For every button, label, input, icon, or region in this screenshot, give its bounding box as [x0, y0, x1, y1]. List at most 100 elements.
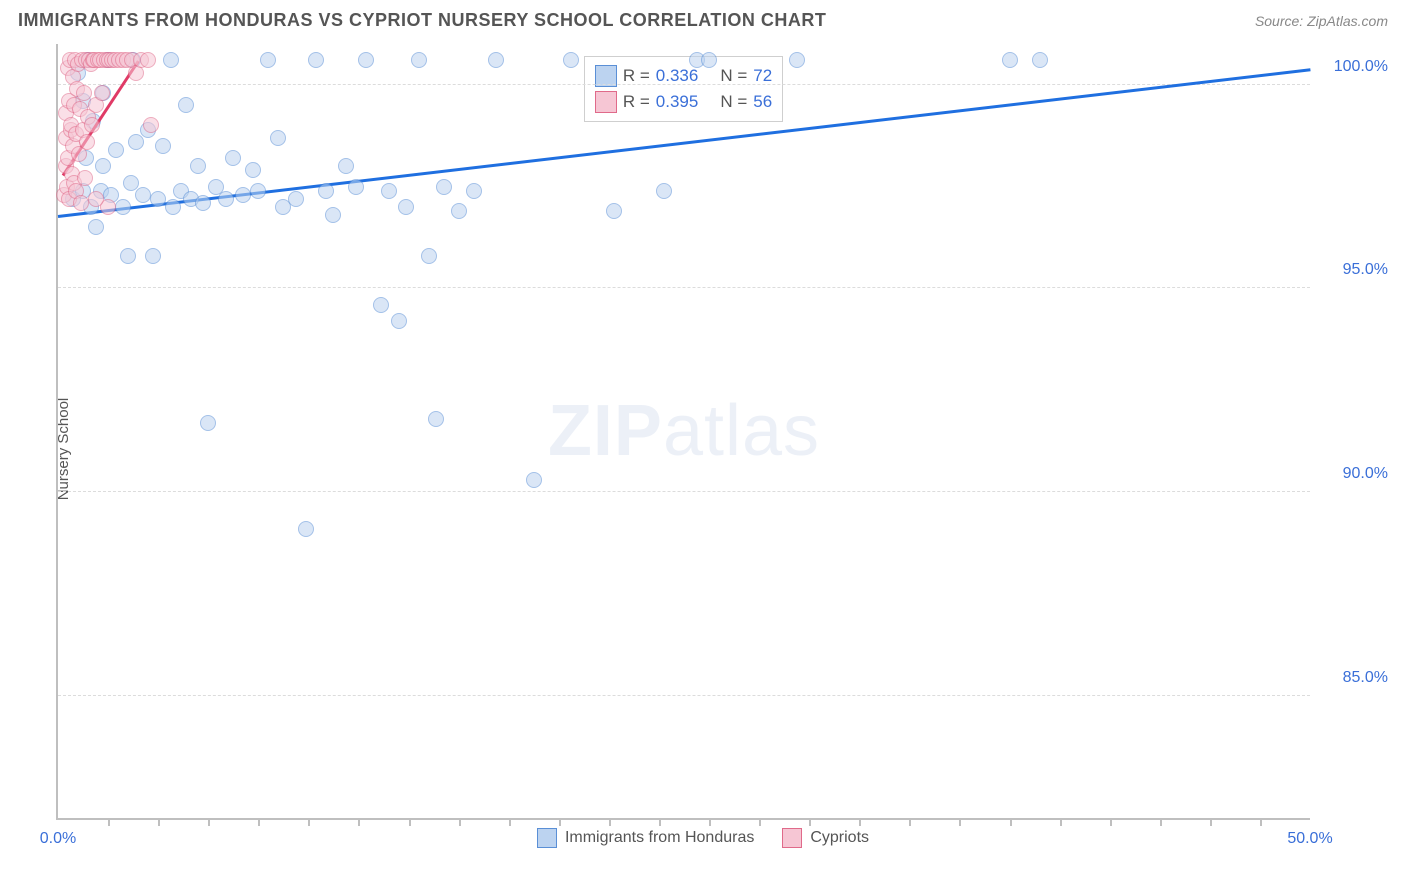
legend-n-label: N = [720, 92, 747, 112]
gridline [58, 491, 1310, 492]
data-point [466, 183, 482, 199]
data-point [143, 117, 159, 133]
data-point [338, 158, 354, 174]
watermark: ZIPatlas [548, 390, 820, 472]
data-point [381, 183, 397, 199]
x-tick-mark [959, 818, 961, 826]
data-point [250, 183, 266, 199]
data-point [308, 52, 324, 68]
x-tick-mark [609, 818, 611, 826]
legend-swatch [537, 828, 557, 848]
x-tick-mark [358, 818, 360, 826]
data-point [150, 191, 166, 207]
data-point [94, 85, 110, 101]
legend-n-value: 56 [753, 92, 772, 112]
data-point [656, 183, 672, 199]
x-tick-mark [859, 818, 861, 826]
data-point [789, 52, 805, 68]
data-point [245, 162, 261, 178]
data-point [95, 158, 111, 174]
x-tick-mark [709, 818, 711, 826]
chart-container: Nursery School ZIPatlas R =0.336N =72R =… [18, 44, 1388, 854]
data-point [325, 207, 341, 223]
data-point [235, 187, 251, 203]
legend-series-name: Cypriots [810, 829, 869, 847]
data-point [84, 117, 100, 133]
y-tick-label: 90.0% [1318, 465, 1388, 483]
correlation-legend: R =0.336N =72R =0.395N =56 [584, 56, 783, 122]
x-tick-mark [1060, 818, 1062, 826]
x-tick-mark [409, 818, 411, 826]
x-tick-mark [509, 818, 511, 826]
data-point [135, 187, 151, 203]
watermark-bold: ZIP [548, 391, 663, 471]
data-point [163, 52, 179, 68]
data-point [428, 411, 444, 427]
x-tick-mark [1210, 818, 1212, 826]
watermark-light: atlas [663, 391, 820, 471]
data-point [115, 199, 131, 215]
data-point [155, 138, 171, 154]
footer-legend-item: Cypriots [782, 828, 869, 848]
source-value: ZipAtlas.com [1307, 13, 1388, 29]
x-tick-mark [308, 818, 310, 826]
data-point [348, 179, 364, 195]
data-point [120, 248, 136, 264]
data-point [218, 191, 234, 207]
data-point [701, 52, 717, 68]
data-point [88, 191, 104, 207]
chart-title: IMMIGRANTS FROM HONDURAS VS CYPRIOT NURS… [18, 10, 826, 31]
source-prefix: Source: [1255, 13, 1307, 29]
x-tick-mark [158, 818, 160, 826]
footer-legend-item: Immigrants from Honduras [537, 828, 754, 848]
data-point [123, 175, 139, 191]
x-tick-mark [809, 818, 811, 826]
gridline [58, 695, 1310, 696]
gridline [58, 84, 1310, 85]
x-tick-mark [258, 818, 260, 826]
data-point [288, 191, 304, 207]
data-point [88, 219, 104, 235]
data-point [318, 183, 334, 199]
data-point [178, 97, 194, 113]
legend-series-name: Immigrants from Honduras [565, 829, 754, 847]
data-point [451, 203, 467, 219]
data-point [128, 134, 144, 150]
y-tick-label: 100.0% [1318, 58, 1388, 76]
data-point [488, 52, 504, 68]
data-point [411, 52, 427, 68]
x-tick-mark [208, 818, 210, 826]
x-tick-mark [909, 818, 911, 826]
legend-r-label: R = [623, 92, 650, 112]
y-tick-label: 95.0% [1318, 261, 1388, 279]
x-tick-mark [559, 818, 561, 826]
data-point [436, 179, 452, 195]
x-tick-mark [459, 818, 461, 826]
data-point [563, 52, 579, 68]
data-point [108, 142, 124, 158]
data-point [526, 472, 542, 488]
x-tick-mark [1010, 818, 1012, 826]
x-tick-mark [108, 818, 110, 826]
x-tick-mark [1110, 818, 1112, 826]
data-point [298, 521, 314, 537]
data-point [165, 199, 181, 215]
x-tick-mark [1260, 818, 1262, 826]
data-point [373, 297, 389, 313]
data-point [145, 248, 161, 264]
x-tick-mark [659, 818, 661, 826]
legend-swatch [595, 91, 617, 113]
data-point [1032, 52, 1048, 68]
series-legend: Immigrants from Honduras Cypriots [18, 828, 1388, 848]
data-point [73, 195, 89, 211]
data-point [421, 248, 437, 264]
x-tick-mark [759, 818, 761, 826]
data-point [200, 415, 216, 431]
plot-area: ZIPatlas R =0.336N =72R =0.395N =56 85.0… [56, 44, 1310, 820]
data-point [190, 158, 206, 174]
legend-row: R =0.336N =72 [595, 63, 772, 89]
data-point [358, 52, 374, 68]
data-point [270, 130, 286, 146]
y-tick-label: 85.0% [1318, 669, 1388, 687]
data-point [391, 313, 407, 329]
